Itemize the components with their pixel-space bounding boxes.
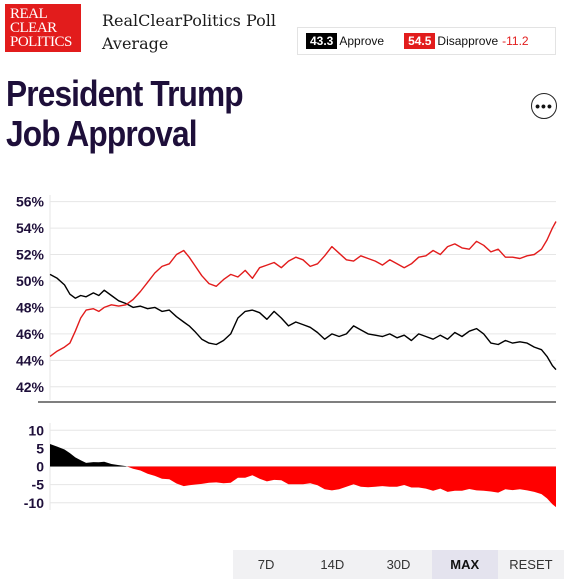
bottom-y-tick-label: 10 (28, 422, 44, 438)
spread-value: -11.2 (502, 34, 529, 48)
top-y-tick-label: 50% (16, 273, 45, 289)
range-button-max[interactable]: MAX (431, 550, 498, 579)
rcp-logo[interactable]: REAL CLEAR POLITICS (5, 4, 81, 52)
line-series-layer (49, 221, 557, 371)
disapprove-label: Disapprove (437, 34, 499, 48)
summary-legend: 43.3 Approve 54.5 Disapprove -11.2 (297, 27, 556, 55)
approve-line (49, 273, 557, 371)
bottom-y-tick-label: 5 (36, 440, 44, 456)
logo-line-1: REAL (10, 6, 48, 22)
bottom-y-tick-label: -10 (24, 495, 44, 511)
top-chart-grid (49, 195, 556, 400)
top-y-tick-label: 46% (16, 326, 45, 342)
more-horizontal-icon: ••• (535, 98, 553, 114)
page-title: President Trump Job Approval (6, 73, 244, 154)
top-y-tick-label: 42% (16, 379, 45, 395)
range-button-14d[interactable]: 14D (320, 557, 345, 572)
range-button-30d[interactable]: 30D (386, 557, 411, 572)
top-y-tick-label: 44% (16, 352, 45, 368)
more-options-button[interactable]: ••• (531, 93, 557, 119)
top-y-tick-label: 54% (16, 220, 45, 236)
bottom-y-tick-label: 0 (36, 459, 44, 475)
top-y-tick-label: 56% (16, 194, 45, 210)
disapprove-value-badge: 54.5 (404, 33, 436, 49)
bottom-chart-y-axis: 10 5 0 -5 -10 (24, 422, 44, 511)
spread-area-layer (50, 444, 556, 508)
top-chart-y-axis: 42% 44% 46% 48% 50% 52% 54% 56% (16, 194, 45, 395)
spread-negative-area (50, 466, 556, 508)
disapprove-line (49, 221, 557, 357)
logo-line-2: CLEAR (10, 20, 57, 36)
logo-line-3: POLITICS (10, 34, 72, 50)
source-title: RealClearPolitics Poll Average (102, 11, 276, 53)
reset-button[interactable]: RESET (509, 557, 553, 572)
top-y-tick-label: 52% (16, 247, 45, 263)
bottom-y-tick-label: -5 (32, 477, 45, 493)
top-y-tick-label: 48% (16, 299, 45, 315)
approve-value-badge: 43.3 (306, 33, 338, 49)
approve-label: Approve (339, 34, 385, 48)
range-button-7d[interactable]: 7D (257, 557, 275, 572)
range-selector: 7D 14D 30D MAX RESET (233, 550, 564, 579)
spread-positive-area (50, 444, 556, 467)
